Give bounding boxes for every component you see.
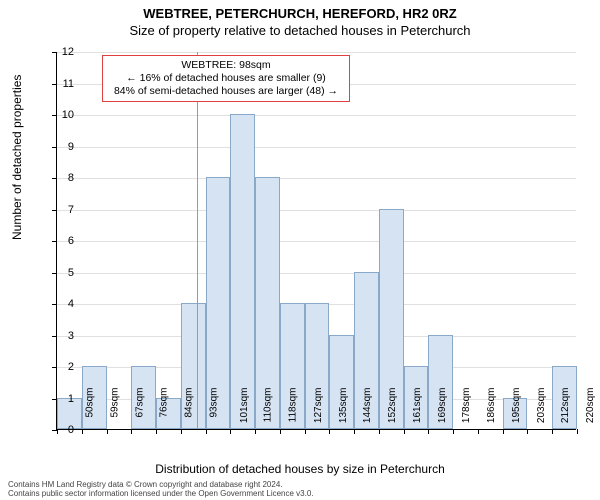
xtick-label: 178sqm: [462, 388, 473, 424]
gridline: [57, 273, 576, 274]
xtick-mark: [428, 429, 429, 434]
chart-title: WEBTREE, PETERCHURCH, HEREFORD, HR2 0RZ …: [0, 0, 600, 38]
ytick-label: 7: [44, 204, 74, 216]
xtick-mark: [107, 429, 108, 434]
title-line2: Size of property relative to detached ho…: [0, 23, 600, 38]
bar: [230, 114, 255, 429]
y-axis-label: Number of detached properties: [10, 75, 24, 240]
x-axis-label: Distribution of detached houses by size …: [0, 462, 600, 476]
gridline: [57, 178, 576, 179]
xtick-mark: [255, 429, 256, 434]
ytick-label: 5: [44, 267, 74, 279]
xtick-label: 50sqm: [85, 388, 96, 418]
xtick-label: 118sqm: [287, 388, 298, 423]
xtick-mark: [404, 429, 405, 434]
gridline: [57, 115, 576, 116]
annotation-line3: 84% of semi-detached houses are larger (…: [109, 85, 343, 98]
ytick-label: 2: [44, 361, 74, 373]
xtick-mark: [329, 429, 330, 434]
xtick-label: 195sqm: [511, 388, 522, 424]
ytick-label: 8: [44, 172, 74, 184]
xtick-label: 186sqm: [486, 388, 497, 424]
xtick-mark: [230, 429, 231, 434]
xtick-label: 152sqm: [387, 388, 398, 424]
xtick-label: 144sqm: [362, 388, 373, 424]
ytick-label: 4: [44, 298, 74, 310]
xtick-mark: [527, 429, 528, 434]
xtick-mark: [206, 429, 207, 434]
gridline: [57, 241, 576, 242]
xtick-label: 101sqm: [239, 388, 250, 424]
annotation-line1: WEBTREE: 98sqm: [109, 59, 343, 72]
annotation-box: WEBTREE: 98sqm← 16% of detached houses a…: [102, 55, 350, 102]
xtick-mark: [305, 429, 306, 434]
xtick-mark: [478, 429, 479, 434]
xtick-mark: [280, 429, 281, 434]
xtick-mark: [577, 429, 578, 434]
ytick-label: 12: [44, 46, 74, 58]
ytick-label: 10: [44, 109, 74, 121]
chart-area: WEBTREE: 98sqm← 16% of detached houses a…: [56, 52, 576, 430]
xtick-label: 127sqm: [313, 388, 324, 424]
gridline: [57, 52, 576, 53]
footer-line2: Contains public sector information licen…: [8, 489, 314, 498]
reference-line: [197, 52, 198, 429]
ytick-label: 11: [44, 78, 74, 90]
ytick-label: 1: [44, 393, 74, 405]
xtick-label: 84sqm: [184, 388, 195, 418]
gridline: [57, 210, 576, 211]
xtick-label: 59sqm: [109, 388, 120, 418]
xtick-label: 110sqm: [263, 388, 274, 423]
xtick-mark: [82, 429, 83, 434]
xtick-label: 93sqm: [208, 388, 219, 418]
xtick-label: 212sqm: [561, 388, 572, 424]
xtick-mark: [503, 429, 504, 434]
ytick-label: 6: [44, 235, 74, 247]
footer-line1: Contains HM Land Registry data © Crown c…: [8, 480, 314, 489]
xtick-label: 203sqm: [536, 388, 547, 424]
xtick-label: 76sqm: [159, 388, 170, 418]
xtick-label: 67sqm: [134, 388, 145, 418]
ytick-label: 3: [44, 330, 74, 342]
ytick-label: 0: [44, 424, 74, 436]
annotation-line2: ← 16% of detached houses are smaller (9): [109, 72, 343, 85]
xtick-mark: [354, 429, 355, 434]
xtick-mark: [156, 429, 157, 434]
xtick-mark: [131, 429, 132, 434]
xtick-mark: [181, 429, 182, 434]
title-line1: WEBTREE, PETERCHURCH, HEREFORD, HR2 0RZ: [0, 6, 600, 21]
gridline: [57, 147, 576, 148]
xtick-label: 135sqm: [338, 388, 349, 424]
plot-area: WEBTREE: 98sqm← 16% of detached houses a…: [56, 52, 576, 430]
xtick-mark: [379, 429, 380, 434]
xtick-mark: [453, 429, 454, 434]
xtick-label: 220sqm: [585, 388, 596, 424]
xtick-label: 169sqm: [437, 388, 448, 424]
xtick-label: 161sqm: [412, 388, 423, 424]
ytick-label: 9: [44, 141, 74, 153]
footer-attribution: Contains HM Land Registry data © Crown c…: [8, 480, 314, 498]
xtick-mark: [552, 429, 553, 434]
